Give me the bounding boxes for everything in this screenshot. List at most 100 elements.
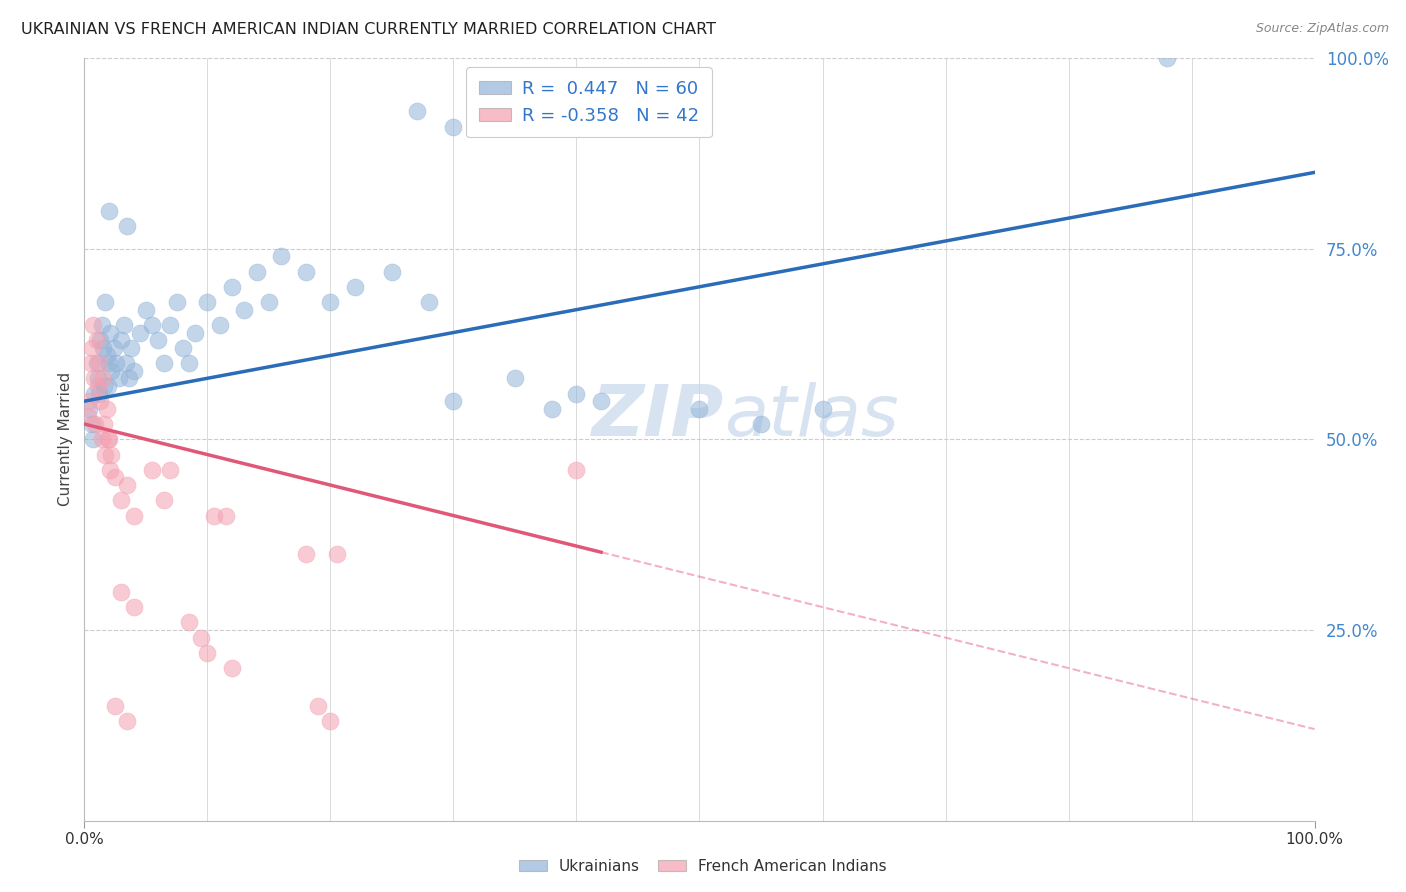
Point — [91, 341, 114, 355]
Point — [83, 371, 105, 385]
Point — [97, 379, 120, 393]
Point — [104, 699, 127, 714]
Point — [197, 295, 219, 310]
Point — [94, 295, 117, 310]
Point — [202, 508, 225, 523]
Point — [307, 699, 329, 714]
Point — [100, 364, 122, 378]
Point — [295, 547, 318, 561]
Text: UKRAINIAN VS FRENCH AMERICAN INDIAN CURRENTLY MARRIED CORRELATION CHART: UKRAINIAN VS FRENCH AMERICAN INDIAN CURR… — [21, 22, 716, 37]
Point — [84, 417, 107, 431]
Point — [148, 333, 170, 347]
Point — [689, 401, 711, 416]
Point — [233, 302, 256, 317]
Point — [184, 326, 207, 340]
Point — [159, 318, 181, 332]
Legend: R =  0.447   N = 60, R = -0.358   N = 42: R = 0.447 N = 60, R = -0.358 N = 42 — [465, 67, 711, 137]
Point — [122, 600, 145, 615]
Point — [94, 448, 117, 462]
Point — [82, 318, 104, 332]
Point — [79, 401, 101, 416]
Point — [87, 379, 110, 393]
Point — [108, 371, 129, 385]
Point — [103, 341, 125, 355]
Point — [89, 333, 111, 347]
Point — [105, 356, 128, 370]
Point — [166, 295, 188, 310]
Point — [319, 295, 342, 310]
Point — [749, 417, 772, 431]
Point — [270, 249, 292, 263]
Point — [177, 615, 200, 630]
Point — [96, 401, 118, 416]
Point — [98, 326, 121, 340]
Point — [110, 585, 132, 599]
Point — [79, 394, 101, 409]
Point — [112, 318, 135, 332]
Point — [565, 386, 588, 401]
Point — [591, 394, 613, 409]
Point — [98, 433, 120, 447]
Point — [115, 356, 138, 370]
Point — [135, 302, 157, 317]
Point — [117, 714, 139, 729]
Point — [172, 341, 194, 355]
Point — [83, 386, 105, 401]
Point — [153, 493, 176, 508]
Point — [90, 433, 112, 447]
Point — [503, 371, 526, 385]
Point — [89, 394, 111, 409]
Point — [87, 386, 111, 401]
Point — [811, 401, 834, 416]
Point — [104, 470, 127, 484]
Text: ZIP: ZIP — [592, 382, 724, 451]
Point — [221, 279, 243, 293]
Point — [190, 631, 212, 645]
Point — [86, 356, 108, 370]
Point — [153, 356, 176, 370]
Point — [80, 341, 103, 355]
Point — [295, 264, 318, 278]
Point — [197, 646, 219, 660]
Point — [120, 341, 142, 355]
Point — [77, 409, 100, 424]
Point — [319, 714, 342, 729]
Point — [565, 463, 588, 477]
Point — [98, 203, 120, 218]
Point — [128, 326, 150, 340]
Text: atlas: atlas — [724, 382, 898, 451]
Point — [405, 104, 427, 119]
Point — [79, 356, 101, 370]
Point — [540, 401, 562, 416]
Point — [443, 120, 465, 134]
Point — [93, 417, 115, 431]
Point — [117, 478, 139, 492]
Point — [443, 394, 465, 409]
Point — [246, 264, 269, 278]
Point — [91, 371, 114, 385]
Point — [80, 417, 103, 431]
Legend: Ukrainians, French American Indians: Ukrainians, French American Indians — [513, 853, 893, 880]
Point — [87, 371, 110, 385]
Y-axis label: Currently Married: Currently Married — [58, 372, 73, 507]
Point — [418, 295, 440, 310]
Point — [110, 493, 132, 508]
Point — [93, 379, 115, 393]
Point — [141, 318, 163, 332]
Point — [208, 318, 231, 332]
Point — [141, 463, 163, 477]
Point — [122, 508, 145, 523]
Point — [82, 433, 104, 447]
Point — [159, 463, 181, 477]
Point — [100, 448, 122, 462]
Point — [90, 318, 112, 332]
Point — [1156, 51, 1178, 65]
Point — [86, 333, 108, 347]
Point — [122, 364, 145, 378]
Point — [344, 279, 367, 293]
Point — [96, 348, 118, 362]
Point — [98, 356, 120, 370]
Point — [117, 219, 139, 233]
Point — [325, 547, 347, 561]
Point — [221, 661, 243, 675]
